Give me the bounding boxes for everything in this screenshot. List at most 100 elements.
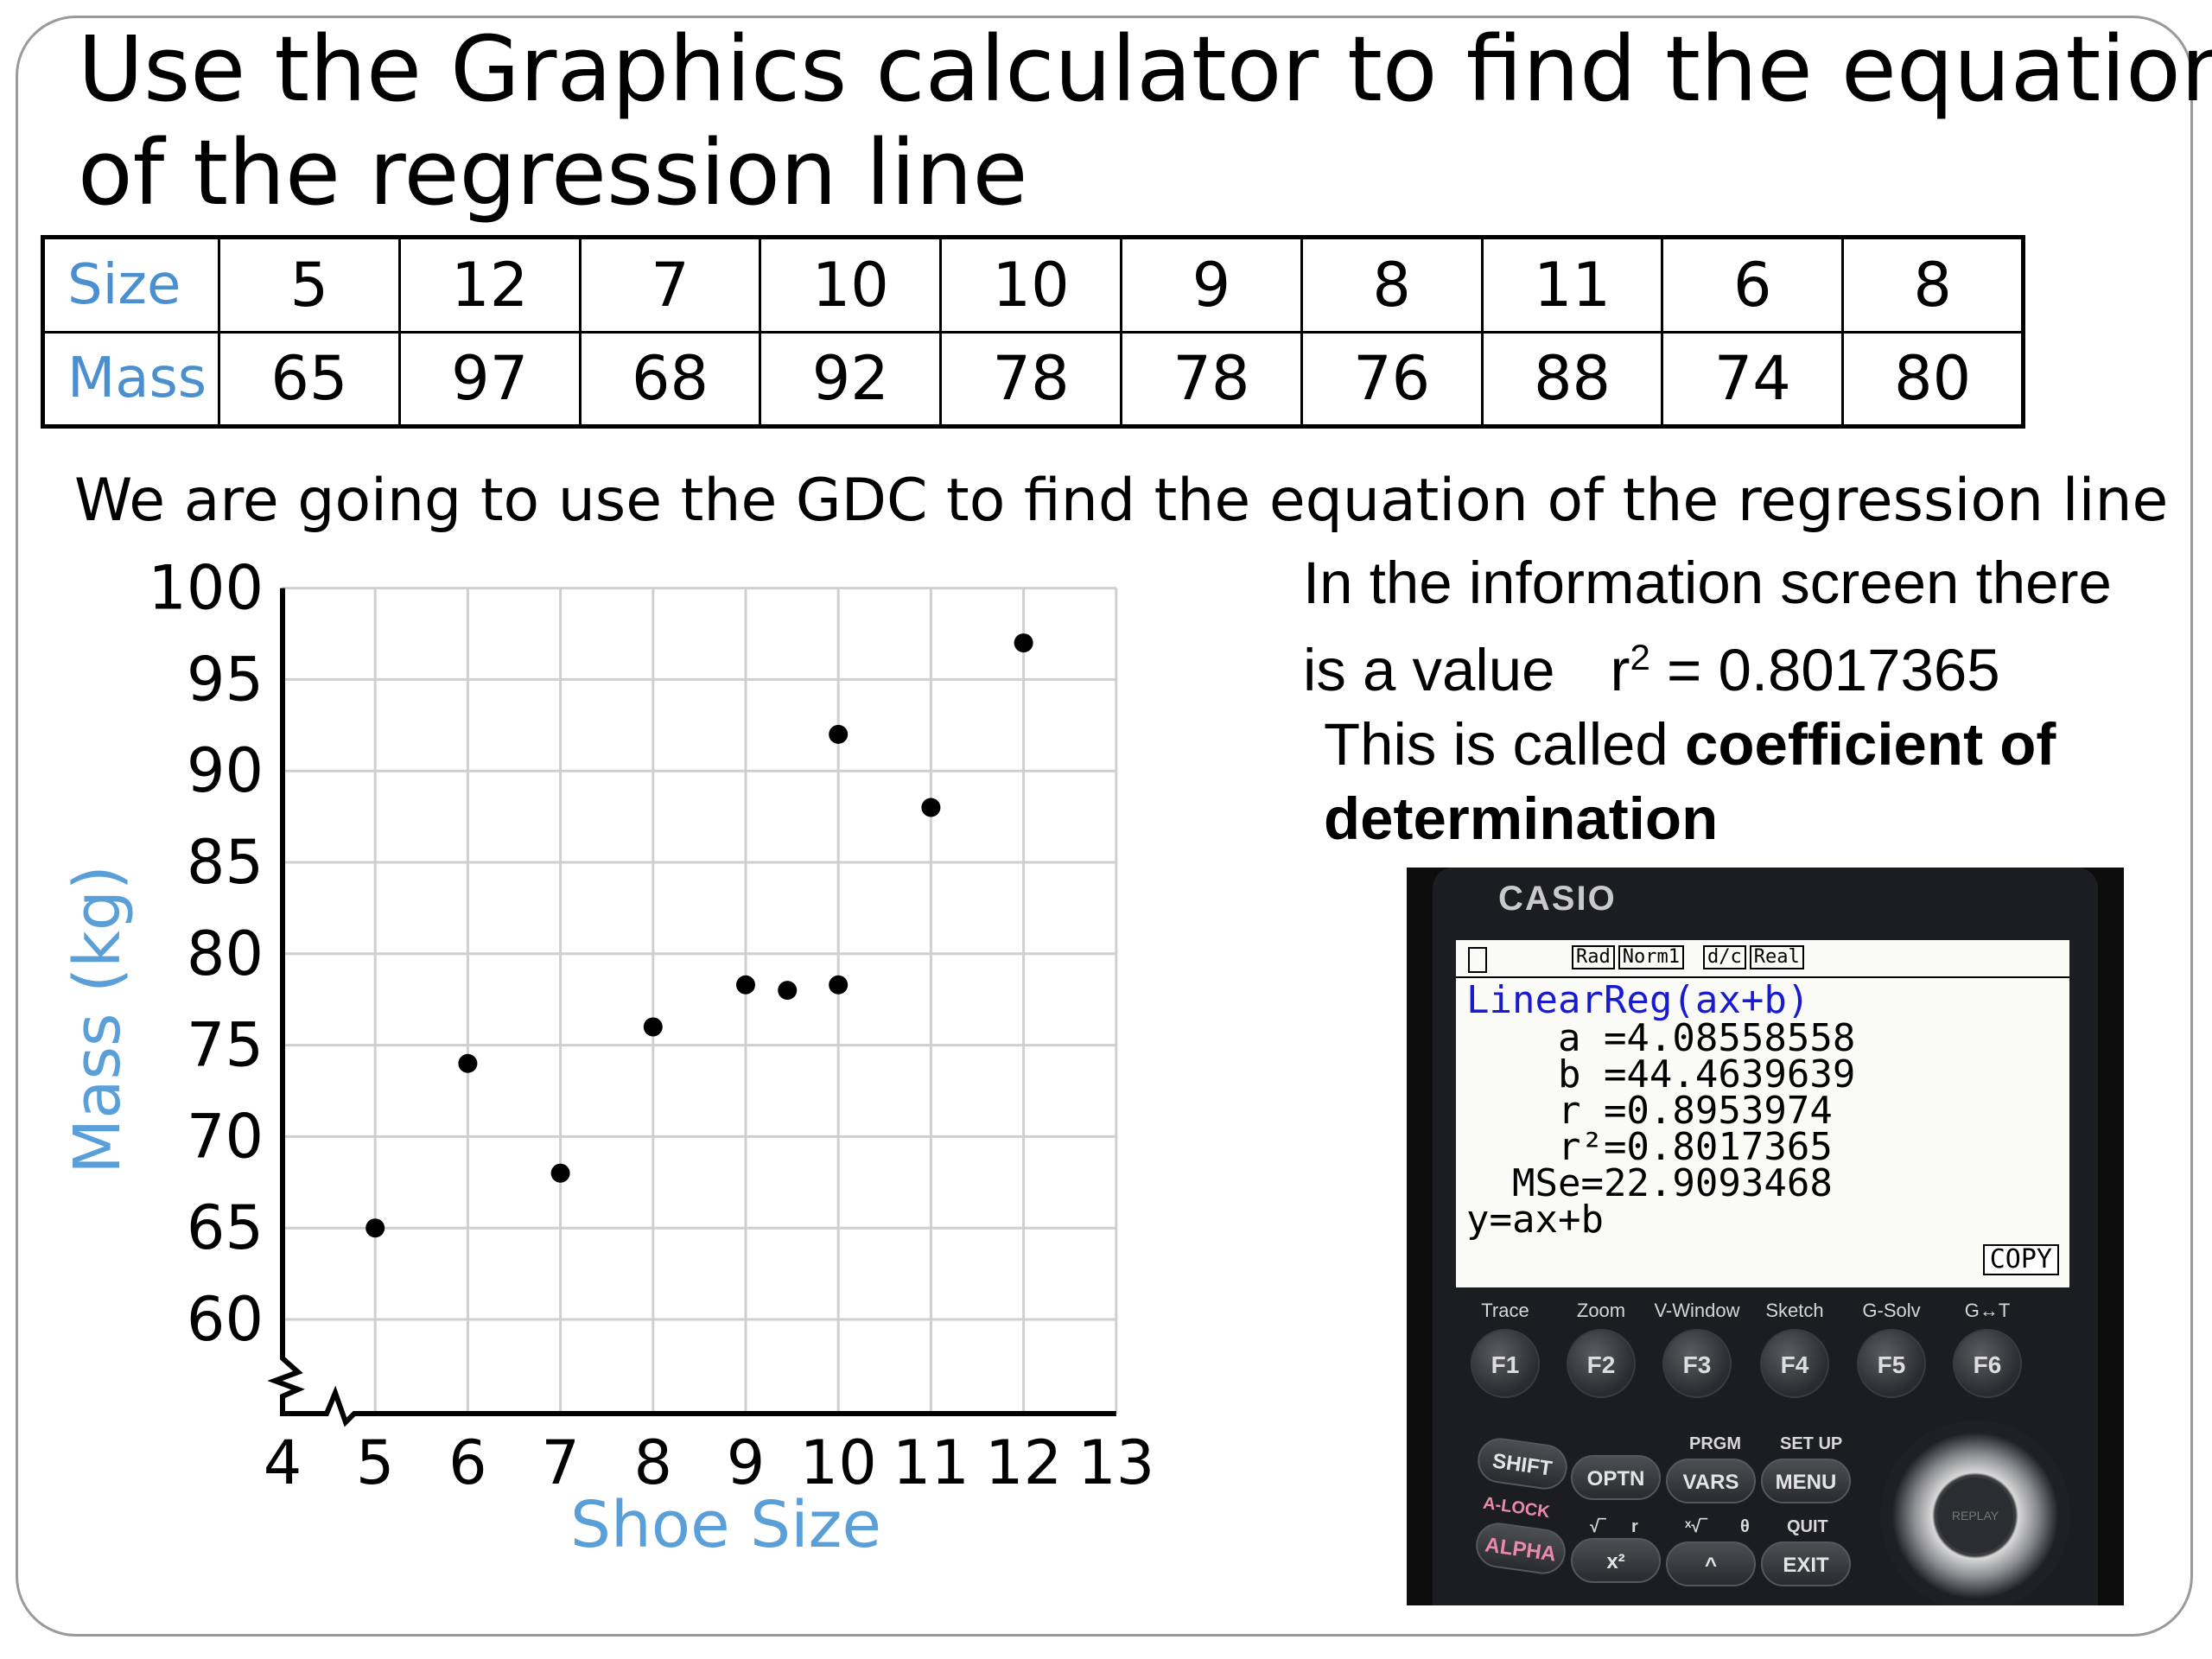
prgm-label: PRGM (1689, 1434, 1741, 1453)
data-point (736, 975, 755, 995)
f3-label: V-Window (1654, 1300, 1740, 1321)
info-called: This is called (1324, 711, 1685, 778)
casio-logo: CASIO (1498, 880, 1617, 918)
y-tick-label: 65 (187, 1192, 264, 1263)
setup-label: SET UP (1780, 1434, 1843, 1453)
mass-row: Mass 65 97 68 92 78 78 76 88 74 80 (41, 330, 2024, 428)
info-text: In the information screen there is a val… (1303, 546, 2112, 856)
screen-heading: LinearReg(ax+b) (1466, 978, 1810, 1022)
calculator-screen: Rad Norm1 d/c Real LinearReg(ax+b) a =4.085… (1456, 940, 2069, 1287)
mass-cell: 68 (578, 330, 762, 428)
y-tick-label: 85 (187, 827, 264, 898)
f6-label: G↔T (1964, 1300, 2011, 1321)
x-tick-label: 10 (800, 1427, 877, 1498)
x-tick-label: 6 (448, 1427, 487, 1498)
mass-cell: 97 (397, 330, 582, 428)
xroot-label: ˣ√‾ (1685, 1517, 1707, 1536)
mass-cell: 80 (1841, 330, 2024, 428)
data-point (1014, 633, 1033, 653)
data-point (643, 1017, 663, 1037)
mass-cell: 74 (1661, 330, 1845, 428)
f6-key: F6 (1953, 1329, 2022, 1398)
data-point (365, 1218, 385, 1238)
data-point (829, 724, 849, 744)
data-point (778, 981, 798, 1001)
mass-row-label: Mass (41, 330, 220, 428)
screen-line-model: y=ax+b (1466, 1198, 1604, 1242)
optn-key: OPTN (1571, 1455, 1661, 1500)
f5-label: G-Solv (1862, 1300, 1921, 1321)
f2-label: Zoom (1576, 1300, 1626, 1321)
vars-key: VARS (1666, 1459, 1756, 1503)
r2-symbol: r (1610, 637, 1630, 703)
info-prefix: is a value (1303, 637, 1555, 703)
info-line-3: This is called coefficient of (1303, 708, 2112, 782)
replay-center: REPLAY (1937, 1478, 2013, 1554)
status-real: Real (1749, 945, 1804, 969)
info-term-2: determination (1324, 785, 1719, 852)
y-axis-title: Mass (kg) (60, 865, 135, 1173)
x-tick-label: 9 (727, 1427, 766, 1498)
status-divider (1456, 976, 2069, 978)
x-squared-key: x² (1571, 1538, 1661, 1583)
y-tick-label: 95 (187, 644, 264, 715)
y-tick-label: 90 (187, 735, 264, 806)
axes (267, 588, 1116, 1427)
quit-label: QUIT (1787, 1517, 1828, 1536)
size-cell: 10 (759, 236, 943, 334)
info-term-1: coefficient of (1684, 711, 2056, 778)
subtitle: We are going to use the GDC to find the … (74, 467, 2169, 535)
size-cell: 7 (578, 236, 762, 334)
screen-line-a: a =4.08558558 (1466, 1016, 1856, 1060)
mass-cell: 78 (939, 330, 1122, 428)
f1-label: Trace (1481, 1300, 1529, 1321)
f2-key: F2 (1567, 1329, 1636, 1398)
mass-cell: 76 (1300, 330, 1484, 428)
size-row: Size 5 12 7 10 10 9 8 11 6 8 (41, 236, 2024, 334)
status-norm: Norm1 (1618, 945, 1684, 969)
r2-superscript: 2 (1630, 637, 1650, 677)
r-label: r (1631, 1517, 1638, 1536)
slide-title: Use the Graphics calculator to find the … (78, 16, 2212, 225)
size-cell: 8 (1841, 236, 2024, 334)
size-cell: 12 (397, 236, 582, 334)
info-line-2: is a value r2 = 0.8017365 (1303, 620, 2112, 708)
title-line-1: Use the Graphics calculator to find the … (78, 16, 2212, 122)
screen-line-mse: MSe=22.9093468 (1466, 1161, 1833, 1205)
f4-key: F4 (1760, 1329, 1829, 1398)
screen-line-r: r =0.8953974 (1466, 1089, 1833, 1133)
x-tick-label: 12 (985, 1427, 1062, 1498)
data-point (921, 798, 941, 817)
size-cell: 5 (218, 236, 401, 334)
screen-line-r2: r²=0.8017365 (1466, 1125, 1833, 1169)
x-tick-label: 13 (1077, 1427, 1154, 1498)
x-tick-label: 11 (893, 1427, 969, 1498)
copy-softkey: COPY (1982, 1244, 2059, 1275)
up-arrow-key: ^ (1666, 1541, 1756, 1586)
status-dc: d/c (1702, 945, 1746, 969)
info-line-1: In the information screen there (1303, 550, 2112, 616)
status-rad: Rad (1572, 945, 1615, 969)
mass-cell: 78 (1119, 330, 1303, 428)
size-cell: 11 (1480, 236, 1664, 334)
y-tick-label: 80 (187, 918, 264, 989)
size-cell: 9 (1119, 236, 1303, 334)
f3-key: F3 (1662, 1329, 1732, 1398)
y-tick-label: 75 (187, 1010, 264, 1081)
x-tick-label: 8 (634, 1427, 673, 1498)
theta-label: θ (1740, 1517, 1750, 1536)
size-cell: 6 (1661, 236, 1845, 334)
f1-key: F1 (1471, 1329, 1540, 1398)
size-row-label: Size (41, 236, 220, 334)
battery-icon (1468, 947, 1487, 973)
x-tick-label: 5 (356, 1427, 395, 1498)
x-tick-label: 7 (541, 1427, 580, 1498)
exit-key: EXIT (1761, 1541, 1851, 1586)
f4-label: Sketch (1765, 1300, 1824, 1321)
y-tick-label: 100 (148, 553, 264, 624)
mass-cell: 65 (218, 330, 401, 428)
f5-key: F5 (1857, 1329, 1926, 1398)
x-axis-title: Shoe Size (570, 1488, 881, 1562)
mass-cell: 92 (759, 330, 943, 428)
